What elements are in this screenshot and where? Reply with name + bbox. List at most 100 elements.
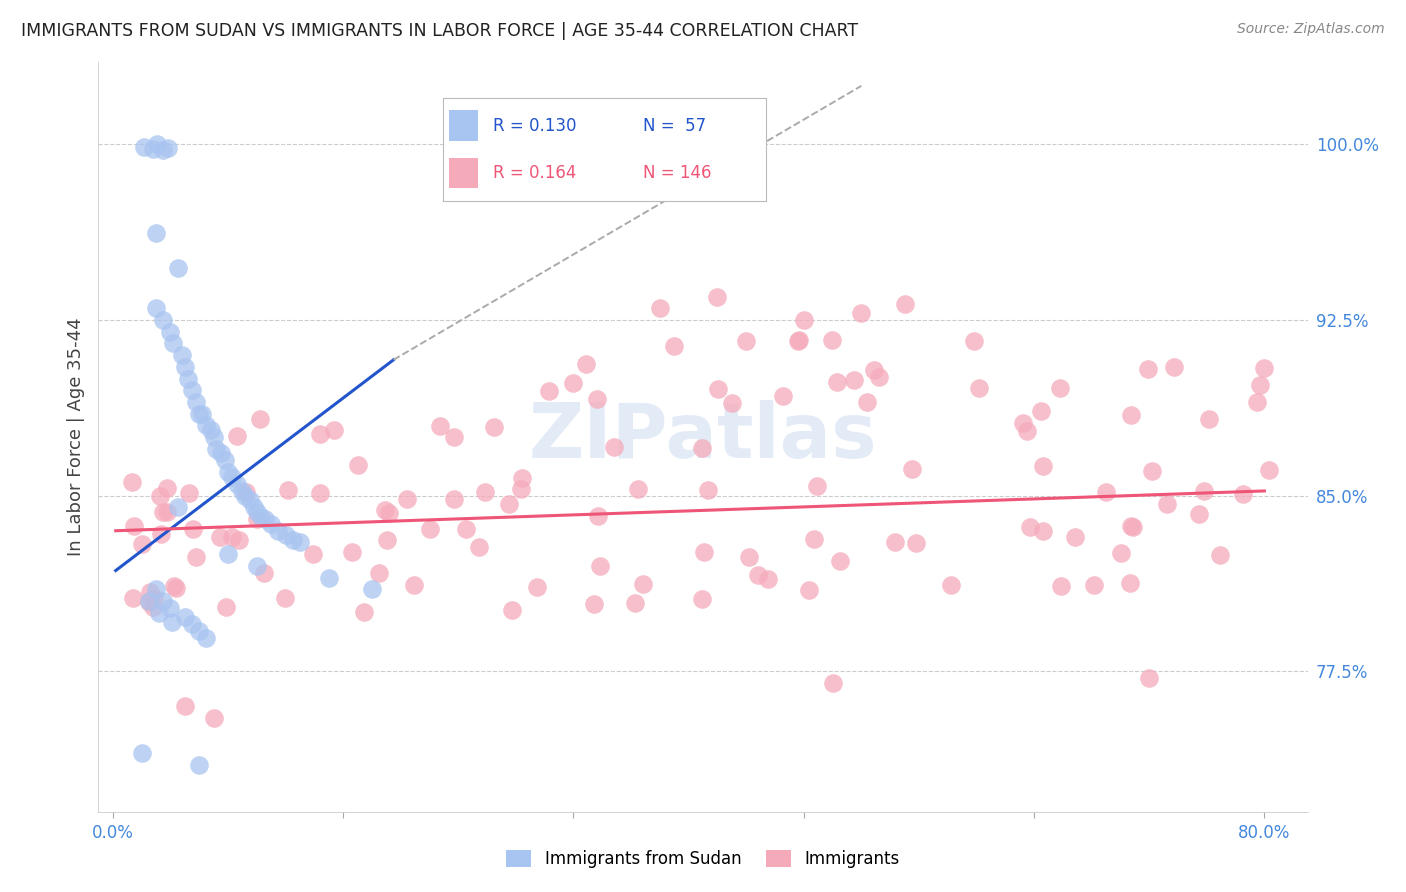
Point: [173, 359, 195, 374]
Point: [188, 757, 211, 772]
Point: [131, 746, 153, 760]
Point: [138, 595, 160, 609]
Point: [188, 407, 211, 421]
Point: [1015, 424, 1038, 438]
Point: [181, 522, 204, 536]
Point: [1119, 519, 1142, 533]
Point: [162, 336, 184, 351]
Point: [214, 453, 236, 467]
Point: [1011, 417, 1033, 431]
Point: [627, 483, 650, 497]
Point: [1119, 576, 1142, 591]
Point: [145, 301, 167, 316]
Point: [884, 534, 907, 549]
Point: [1142, 465, 1164, 479]
Point: [181, 617, 204, 632]
Point: [122, 518, 145, 533]
Point: [583, 597, 606, 611]
Point: [217, 465, 239, 479]
Text: Source: ZipAtlas.com: Source: ZipAtlas.com: [1237, 22, 1385, 37]
Text: N = 146: N = 146: [644, 164, 711, 182]
Point: [309, 486, 332, 500]
Point: [159, 601, 181, 615]
Point: [245, 512, 267, 526]
Point: [318, 571, 340, 585]
Point: [188, 624, 211, 639]
Point: [156, 505, 179, 519]
Point: [139, 585, 162, 599]
Point: [1209, 549, 1232, 563]
Point: [184, 549, 207, 564]
Point: [156, 481, 179, 495]
Point: [302, 547, 325, 561]
Point: [1031, 404, 1053, 418]
Point: [756, 572, 779, 586]
Point: [374, 503, 396, 517]
Point: [150, 527, 173, 541]
Point: [868, 370, 890, 384]
Point: [589, 558, 612, 573]
Point: [159, 325, 181, 339]
Point: [648, 301, 671, 316]
Point: [152, 505, 174, 519]
Point: [361, 582, 384, 597]
Point: [173, 610, 195, 624]
Point: [249, 412, 271, 426]
Point: [1049, 381, 1071, 395]
Point: [1163, 360, 1185, 375]
Point: [498, 497, 520, 511]
Point: [146, 137, 169, 152]
Point: [419, 522, 441, 536]
Point: [378, 507, 401, 521]
Point: [281, 533, 304, 547]
Point: [235, 485, 257, 500]
Point: [163, 579, 186, 593]
Point: [160, 615, 183, 629]
Point: [152, 313, 174, 327]
Point: [721, 396, 744, 410]
Y-axis label: In Labor Force | Age 35-44: In Labor Force | Age 35-44: [66, 318, 84, 557]
Point: [145, 227, 167, 241]
Point: [693, 544, 716, 558]
Point: [267, 524, 290, 538]
Point: [145, 582, 167, 597]
Point: [537, 384, 560, 398]
Point: [221, 470, 243, 484]
Point: [443, 430, 465, 444]
Point: [395, 491, 418, 506]
Point: [456, 522, 478, 536]
Point: [443, 492, 465, 507]
Point: [789, 334, 811, 348]
Text: R = 0.164: R = 0.164: [494, 164, 576, 182]
Point: [239, 493, 262, 508]
Point: [233, 489, 256, 503]
Point: [624, 595, 647, 609]
Point: [202, 430, 225, 444]
Point: [893, 296, 915, 310]
Point: [1122, 520, 1144, 534]
Point: [1156, 497, 1178, 511]
Point: [526, 580, 548, 594]
Point: [510, 471, 533, 485]
Point: [181, 383, 204, 397]
Point: [231, 483, 253, 498]
Point: [429, 419, 451, 434]
Point: [1137, 671, 1160, 685]
Point: [156, 141, 179, 155]
Point: [138, 594, 160, 608]
Point: [217, 547, 239, 561]
Point: [602, 440, 624, 454]
Point: [1095, 484, 1118, 499]
Point: [205, 442, 228, 456]
Point: [165, 581, 187, 595]
Point: [253, 566, 276, 580]
Text: IMMIGRANTS FROM SUDAN VS IMMIGRANTS IN LABOR FORCE | AGE 35-44 CORRELATION CHART: IMMIGRANTS FROM SUDAN VS IMMIGRANTS IN L…: [21, 22, 858, 40]
Point: [1188, 507, 1211, 521]
Point: [177, 486, 200, 500]
Point: [368, 566, 391, 580]
Point: [855, 395, 877, 409]
Point: [176, 371, 198, 385]
Point: [186, 395, 208, 409]
Point: [1257, 463, 1279, 477]
Text: R = 0.130: R = 0.130: [494, 117, 576, 135]
